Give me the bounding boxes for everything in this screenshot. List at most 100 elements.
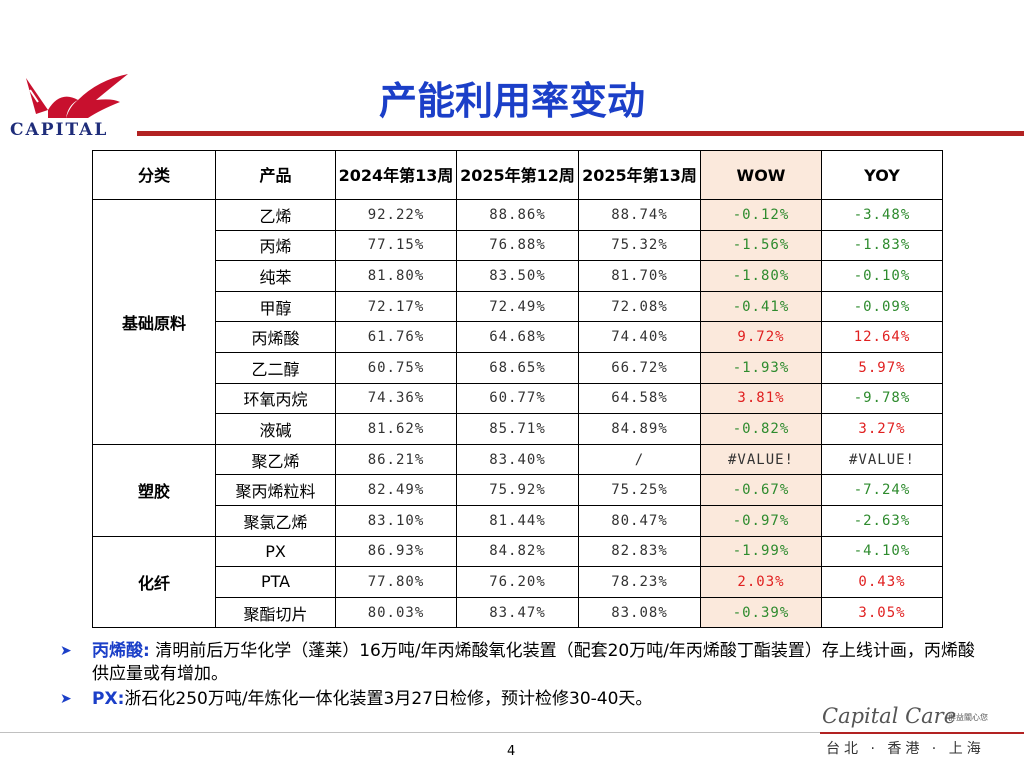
category-cell: 基础原料: [92, 199, 216, 445]
arrow-bullet-icon: ➤: [60, 691, 72, 707]
value-2025-w12: 84.82%: [456, 535, 579, 568]
header-product: 产品: [215, 150, 336, 200]
value-2024-w13: 77.15%: [335, 229, 457, 262]
arrow-bullet-icon: ➤: [60, 643, 72, 659]
product-cell: PX: [215, 535, 336, 568]
value-2024-w13: 86.93%: [335, 535, 457, 568]
wow-cell: -0.41%: [700, 290, 822, 323]
logo-text: CAPITAL: [10, 120, 109, 140]
yoy-cell: -0.10%: [821, 260, 943, 292]
value-2025-w13: 66.72%: [578, 351, 701, 384]
value-2024-w13: 92.22%: [335, 199, 457, 231]
note-item: ➤ PX:浙石化250万吨/年炼化一体化装置3月27日检修，预计检修30-40天…: [60, 688, 990, 711]
value-2024-w13: 81.80%: [335, 260, 457, 292]
footer-cities: 台北 · 香港 · 上海: [826, 741, 985, 757]
table-row: 环氧丙烷 74.36% 60.77% 64.58% 3.81% -9.78%: [93, 382, 943, 415]
value-2024-w13: 86.21%: [335, 443, 457, 476]
value-2024-w13: 82.49%: [335, 474, 457, 506]
capacity-utilization-table: 分类 产品 2024年第13周 2025年第12周 2025年第13周 WOW …: [92, 150, 943, 629]
value-2025-w13: 75.25%: [578, 474, 701, 506]
value-2025-w12: 88.86%: [456, 199, 579, 231]
yoy-cell: -1.83%: [821, 229, 943, 262]
yoy-cell: 0.43%: [821, 566, 943, 598]
footer-divider: [0, 732, 1024, 733]
value-2025-w12: 83.50%: [456, 260, 579, 292]
value-2025-w13: 78.23%: [578, 566, 701, 598]
note-key: 丙烯酸:: [92, 641, 150, 661]
product-cell: 丙烯酸: [215, 321, 336, 353]
header-category: 分类: [92, 150, 216, 200]
footer-brand-sub: 群益關心您: [948, 713, 988, 722]
title-divider: [137, 131, 1024, 136]
value-2025-w13: 75.32%: [578, 229, 701, 262]
yoy-cell: -3.48%: [821, 199, 943, 231]
value-2025-w12: 76.88%: [456, 229, 579, 262]
value-2025-w12: 64.68%: [456, 321, 579, 353]
value-2025-w12: 75.92%: [456, 474, 579, 506]
product-cell: 纯苯: [215, 260, 336, 292]
wow-cell: 9.72%: [700, 321, 822, 353]
wow-cell: 2.03%: [700, 566, 822, 598]
table-row: 塑胶 聚乙烯 86.21% 83.40% / #VALUE! #VALUE!: [92, 443, 943, 537]
header-yoy: YOY: [821, 150, 943, 200]
value-2024-w13: 74.36%: [335, 382, 457, 415]
yoy-cell: -2.63%: [821, 504, 943, 537]
value-2025-w12: 83.40%: [456, 443, 579, 476]
header-2025-w12: 2025年第12周: [456, 150, 579, 200]
header-wow: WOW: [700, 150, 822, 200]
header-2024-w13: 2024年第13周: [335, 150, 457, 200]
value-2024-w13: 83.10%: [335, 504, 457, 537]
value-2025-w13: 64.58%: [578, 382, 701, 415]
product-cell: 聚酯切片: [215, 596, 336, 629]
wow-cell: -1.93%: [700, 351, 822, 384]
yoy-cell: -0.09%: [821, 290, 943, 323]
table-row: 聚酯切片 80.03% 83.47% 83.08% -0.39% 3.05%: [93, 596, 943, 629]
value-2025-w13: /: [578, 443, 701, 476]
header-2025-w13: 2025年第13周: [578, 150, 701, 200]
value-2025-w13: 81.70%: [578, 260, 701, 292]
value-2024-w13: 80.03%: [335, 596, 457, 629]
product-cell: 聚丙烯粒料: [215, 474, 336, 506]
yoy-cell: -9.78%: [821, 382, 943, 415]
value-2024-w13: 77.80%: [335, 566, 457, 598]
yoy-cell: 12.64%: [821, 321, 943, 353]
table-row: PTA 77.80% 76.20% 78.23% 2.03% 0.43%: [93, 566, 943, 598]
wow-cell: -0.97%: [700, 504, 822, 537]
category-cell: 化纤: [92, 535, 216, 629]
product-cell: 甲醇: [215, 290, 336, 323]
note-text: 清明前后万华化学（蓬莱）16万吨/年丙烯酸氧化装置（配套20万吨/年丙烯酸丁酯装…: [92, 641, 975, 684]
note-key: PX:: [92, 689, 125, 709]
page-number: 4: [507, 744, 516, 759]
table-row: 纯苯 81.80% 83.50% 81.70% -1.80% -0.10%: [93, 260, 943, 292]
table-row: 聚丙烯粒料 82.49% 75.92% 75.25% -0.67% -7.24%: [93, 474, 943, 506]
footer-accent-divider: [820, 732, 1024, 734]
product-cell: 液碱: [215, 413, 336, 445]
value-2025-w12: 72.49%: [456, 290, 579, 323]
value-2025-w13: 80.47%: [578, 504, 701, 537]
product-cell: 乙二醇: [215, 351, 336, 384]
product-cell: 聚氯乙烯: [215, 504, 336, 537]
value-2025-w12: 85.71%: [456, 413, 579, 445]
value-2025-w13: 83.08%: [578, 596, 701, 629]
table-row: 丙烯酸 61.76% 64.68% 74.40% 9.72% 12.64%: [93, 321, 943, 353]
value-2024-w13: 60.75%: [335, 351, 457, 384]
value-2025-w13: 74.40%: [578, 321, 701, 353]
value-2024-w13: 72.17%: [335, 290, 457, 323]
wow-cell: -0.12%: [700, 199, 822, 231]
value-2025-w13: 88.74%: [578, 199, 701, 231]
value-2025-w12: 68.65%: [456, 351, 579, 384]
table-row: 丙烯 77.15% 76.88% 75.32% -1.56% -1.83%: [93, 229, 943, 262]
yoy-cell: 5.97%: [821, 351, 943, 384]
value-2024-w13: 81.62%: [335, 413, 457, 445]
value-2025-w12: 76.20%: [456, 566, 579, 598]
table-row: 化纤 PX 86.93% 84.82% 82.83% -1.99% -4.10%: [92, 535, 943, 629]
product-cell: PTA: [215, 566, 336, 598]
footer-brand: Capital Care: [822, 704, 957, 728]
table-row: 聚氯乙烯 83.10% 81.44% 80.47% -0.97% -2.63%: [93, 504, 943, 537]
capital-logo: [26, 74, 128, 118]
table-header-row: 分类 产品 2024年第13周 2025年第12周 2025年第13周 WOW …: [92, 150, 943, 200]
wow-cell: -0.82%: [700, 413, 822, 445]
table-row: 液碱 81.62% 85.71% 84.89% -0.82% 3.27%: [93, 413, 943, 445]
table-row: 甲醇 72.17% 72.49% 72.08% -0.41% -0.09%: [93, 290, 943, 323]
note-text: 浙石化250万吨/年炼化一体化装置3月27日检修，预计检修30-40天。: [124, 689, 653, 709]
